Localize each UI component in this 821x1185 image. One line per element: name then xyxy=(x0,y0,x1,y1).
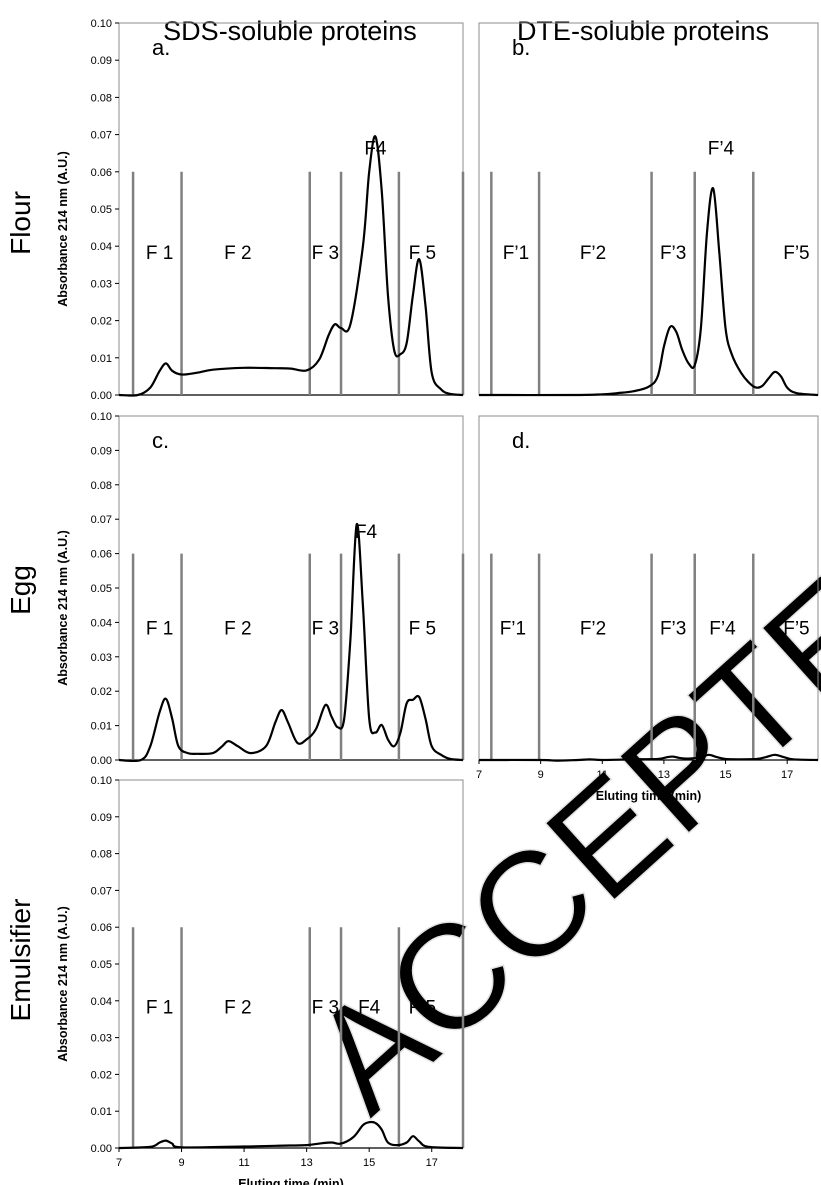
x-axis-label: Eluting time (min) xyxy=(238,1177,344,1185)
y-tick-label: 0.08 xyxy=(91,849,112,861)
y-tick-label: 0.07 xyxy=(91,514,112,526)
fraction-label: F 2 xyxy=(224,243,251,264)
plot-frame xyxy=(118,22,464,396)
y-tick-label: 0.09 xyxy=(91,445,112,457)
panel-b: b. F’1 F’2 F’3 F’5 F’4 xyxy=(478,22,819,397)
panel-a: 0.00 0.01 0.02 0.03 0.04 0.05 0.06 0.07 0.08 0.09… xyxy=(56,18,465,402)
panel-c: 0.00 0.01 0.02 0.03 0.04 0.05 0.06 0.07 0.08 0.09… xyxy=(56,411,465,767)
panel-label: a. xyxy=(152,35,170,60)
row-title-egg: Egg xyxy=(5,565,36,615)
y-tick-label: 0.01 xyxy=(91,721,112,733)
y-tick-label: 0.01 xyxy=(91,1106,112,1118)
y-tick-label: 0.10 xyxy=(91,18,112,30)
fraction-label: F 2 xyxy=(224,619,251,640)
fraction-label: F4 xyxy=(364,139,387,160)
fraction-label: F’3 xyxy=(660,243,686,264)
fraction-label: F’5 xyxy=(783,243,809,264)
y-tick-label: 0.09 xyxy=(91,812,112,824)
fraction-label: F 1 xyxy=(146,243,173,264)
y-tick-label: 0.02 xyxy=(91,316,112,328)
chromatogram-trace xyxy=(118,135,464,397)
panel-e: 0.00 0.01 0.02 0.03 0.04 0.05 0.06 0.07 0.08 0.09… xyxy=(56,775,465,1185)
fraction-label: F 5 xyxy=(409,997,436,1018)
y-tick-label: 0.09 xyxy=(91,55,112,67)
y-tick-label: 0.06 xyxy=(91,549,112,561)
y-tick-label: 0.03 xyxy=(91,1033,112,1045)
y-tick-label: 0.02 xyxy=(91,1069,112,1081)
fraction-label: F’2 xyxy=(580,243,606,264)
y-tick-label: 0.07 xyxy=(91,885,112,897)
fraction-label: F 2 xyxy=(224,997,251,1018)
y-tick-label: 0.02 xyxy=(91,686,112,698)
y-tick-label: 0.05 xyxy=(91,583,112,595)
fraction-label: F’4 xyxy=(708,139,735,160)
fraction-label: F 3 xyxy=(312,619,339,640)
fraction-label: F’5 xyxy=(783,619,809,640)
fraction-label: F’4 xyxy=(709,619,736,640)
x-tick-label: 7 xyxy=(476,769,482,781)
fraction-label: F 3 xyxy=(312,997,339,1018)
x-tick-label: 17 xyxy=(426,1157,438,1169)
x-tick-label: 13 xyxy=(658,769,670,781)
y-tick-label: 0.10 xyxy=(91,775,112,787)
x-tick-label: 13 xyxy=(301,1157,313,1169)
plot-frame xyxy=(478,22,819,396)
x-tick-label: 15 xyxy=(719,769,731,781)
fraction-label: F 5 xyxy=(409,243,436,264)
x-tick-label: 9 xyxy=(178,1157,184,1169)
y-tick-label: 0.00 xyxy=(91,390,112,402)
y-tick-label: 0.05 xyxy=(91,204,112,216)
row-title-emulsifier: Emulsifier xyxy=(5,899,36,1022)
y-tick-label: 0.03 xyxy=(91,278,112,290)
y-tick-label: 0.05 xyxy=(91,959,112,971)
chromatogram-trace xyxy=(118,1120,464,1150)
y-axis-label: Absorbance 214 nm (A.U.) xyxy=(56,906,70,1062)
panel-d: 7 9 11 13 15 17 Eluting time (min) d. F’1 F’2 F’3 F… xyxy=(476,415,819,803)
y-tick-label: 0.00 xyxy=(91,755,112,767)
chromatogram-trace xyxy=(478,187,819,397)
x-axis-label: Eluting time (min) xyxy=(596,789,702,803)
row-title-flour: Flour xyxy=(5,191,36,255)
y-tick-label: 0.04 xyxy=(91,241,112,253)
y-axis-label: Absorbance 214 nm (A.U.) xyxy=(56,530,70,686)
fraction-label: F 1 xyxy=(146,619,173,640)
fraction-label: F4 xyxy=(358,997,381,1018)
x-tick-label: 11 xyxy=(597,769,608,781)
fraction-label: F 1 xyxy=(146,997,173,1018)
column-title-sds: SDS-soluble proteins xyxy=(163,16,417,46)
y-tick-label: 0.07 xyxy=(91,130,112,142)
x-tick-label: 9 xyxy=(538,769,544,781)
fraction-label: F4 xyxy=(355,522,378,543)
fraction-label: F’1 xyxy=(503,243,529,264)
y-tick-label: 0.00 xyxy=(91,1143,112,1155)
y-tick-label: 0.08 xyxy=(91,92,112,104)
y-tick-label: 0.01 xyxy=(91,353,112,365)
y-tick-label: 0.06 xyxy=(91,167,112,179)
chromatogram-trace xyxy=(118,523,464,763)
chromatogram-trace xyxy=(478,753,819,762)
x-tick-label: 7 xyxy=(116,1157,122,1169)
y-tick-label: 0.04 xyxy=(91,996,112,1008)
y-tick-label: 0.08 xyxy=(91,480,112,492)
y-tick-label: 0.03 xyxy=(91,652,112,664)
panel-label: d. xyxy=(512,428,530,453)
y-tick-label: 0.10 xyxy=(91,411,112,423)
panel-label: b. xyxy=(512,35,530,60)
x-tick-label: 11 xyxy=(238,1157,249,1169)
y-tick-label: 0.04 xyxy=(91,617,112,629)
y-tick-label: 0.06 xyxy=(91,922,112,934)
x-tick-label: 17 xyxy=(781,769,793,781)
fraction-label: F’3 xyxy=(660,619,686,640)
x-tick-label: 15 xyxy=(363,1157,375,1169)
column-title-dte: DTE-soluble proteins xyxy=(517,16,769,46)
fraction-label: F 5 xyxy=(409,619,436,640)
fraction-label: F 3 xyxy=(312,243,339,264)
panel-label: c. xyxy=(152,428,169,453)
y-axis-label: Absorbance 214 nm (A.U.) xyxy=(56,151,70,307)
fraction-label: F’1 xyxy=(500,619,526,640)
fraction-label: F’2 xyxy=(580,619,606,640)
